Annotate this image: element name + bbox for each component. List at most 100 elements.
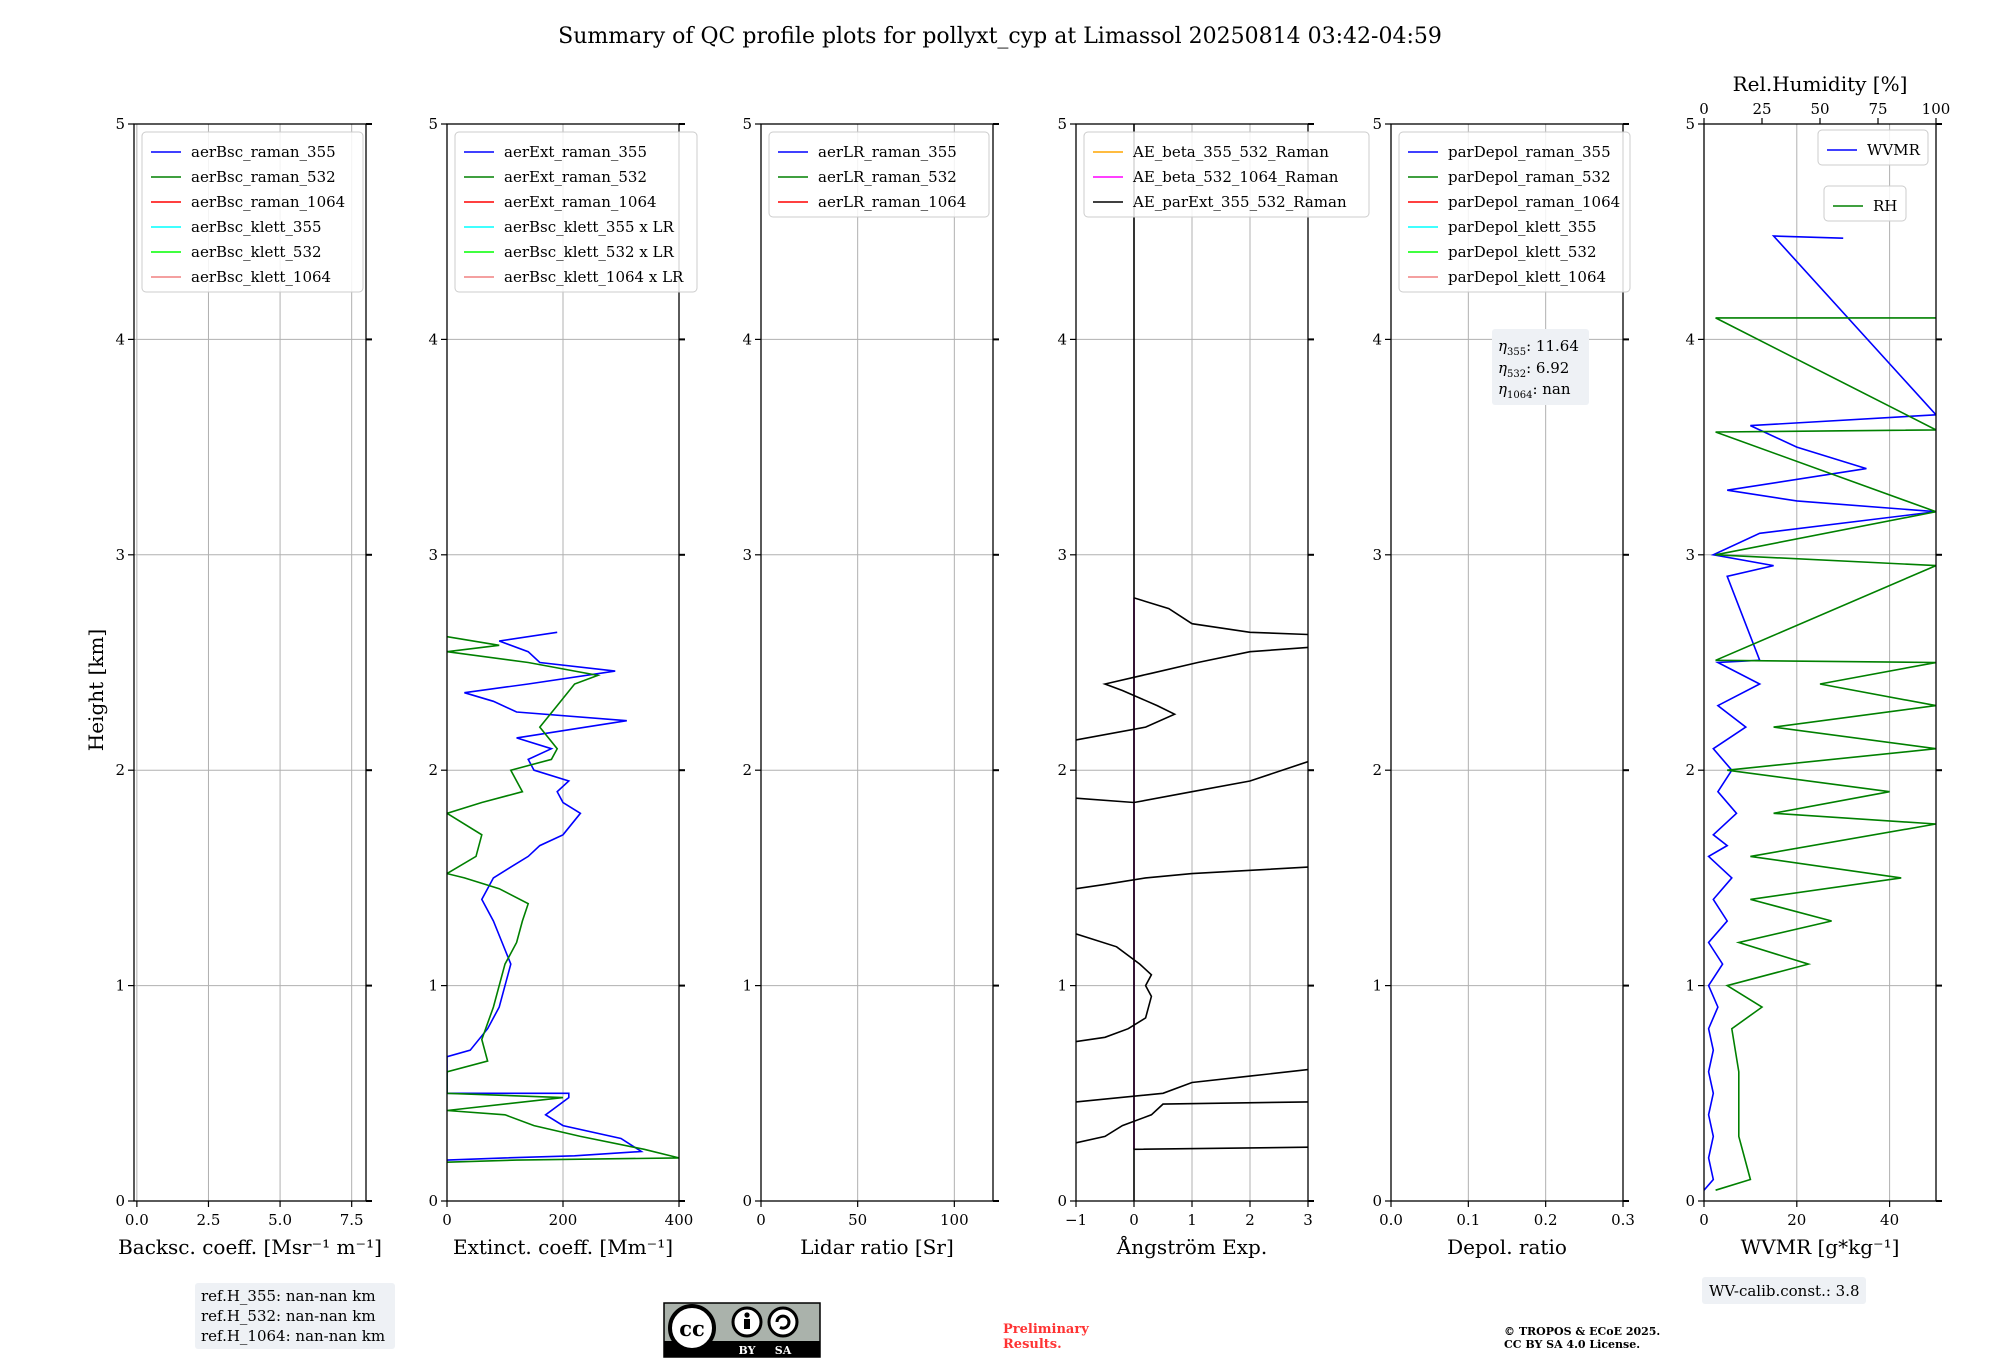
legend-label: aerBsc_klett_532 x LR (504, 243, 675, 261)
y-tick-label: 3 (1057, 546, 1067, 564)
x-tick-label: 200 (549, 1211, 578, 1229)
legend-label: AE_parExt_355_532_Raman (1132, 193, 1347, 211)
x-tick-label: 2 (1245, 1211, 1255, 1229)
x-axis-label: Depol. ratio (1447, 1235, 1567, 1259)
y-tick-label: 2 (115, 761, 125, 779)
legend-label: aerExt_raman_1064 (504, 193, 657, 211)
legend-label: aerBsc_klett_1064 x LR (504, 268, 684, 286)
ref-h-1064: ref.H_1064: nan-nan km (201, 1327, 385, 1345)
y-tick-label: 1 (1685, 977, 1695, 995)
x-tick-label: 400 (665, 1211, 694, 1229)
legend: parDepol_raman_355 parDepol_raman_532 parD… (1398, 131, 1631, 293)
x-tick-label: 1 (1187, 1211, 1197, 1229)
x-tick-label: 0.0 (125, 1211, 149, 1229)
badge-sa: SA (775, 1344, 792, 1357)
legend-box (1823, 185, 1907, 222)
x-tick-label: 50 (848, 1211, 867, 1229)
x-axis-label: Lidar ratio [Sr] (800, 1235, 954, 1259)
svg-text:cc: cc (679, 1316, 705, 1341)
legend-box (1398, 131, 1631, 293)
y-tick-label: 2 (1057, 761, 1067, 779)
legend-label: aerExt_raman_355 (504, 143, 647, 161)
y-tick-label: 4 (1372, 330, 1382, 348)
legend: aerBsc_raman_355 aerBsc_raman_532 aerBsc_r… (141, 131, 364, 293)
x-tick-label: 0.2 (1534, 1211, 1558, 1229)
y-tick-label: 0 (742, 1192, 752, 1210)
preliminary-note: Preliminary Results. (1003, 1322, 1089, 1352)
series-line (1715, 317, 1936, 1191)
wv-calib-box: WV-calib.const.: 3.8 (1702, 1277, 1866, 1304)
x-tick-label: −1 (1065, 1211, 1087, 1229)
x-tick-label: 0 (1129, 1211, 1139, 1229)
y-tick-label: 5 (742, 115, 752, 133)
eta-box: η355: 11.64 η532: 6.92 η1064: nan (1492, 329, 1589, 405)
y-tick-label: 1 (428, 977, 438, 995)
y-tick-label: 1 (115, 977, 125, 995)
legend: WVMR (1817, 129, 1929, 166)
legend-box (768, 131, 990, 218)
legend-label: aerBsc_klett_355 x LR (504, 218, 675, 236)
y-tick-label: 2 (428, 761, 438, 779)
y-tick-label: 0 (1372, 1192, 1382, 1210)
eta-1064: η1064: nan (1498, 380, 1571, 401)
y-tick-label: 2 (1685, 761, 1695, 779)
legend-box (454, 131, 698, 293)
series-line (1076, 933, 1153, 1043)
panel-5: 0.0 0.1 0.2 0.3 0 1 2 3 4 5 Depol. ratio parDepol_r… (1372, 115, 1634, 1259)
legend-label: aerBsc_raman_532 (191, 168, 336, 186)
legend-label: AE_beta_355_532_Raman (1132, 143, 1329, 161)
series-line (1133, 1146, 1308, 1201)
series-line (1133, 597, 1308, 636)
y-tick-label: 3 (428, 546, 438, 564)
series-line (447, 635, 679, 1163)
legend-label: aerExt_raman_532 (504, 168, 647, 186)
panel-1: 0.0 2.5 5.0 7.5 0 1 2 3 4 5 Backsc. coeff. [Msr⁻¹ … (115, 115, 381, 1259)
y-tick-label: 0 (1057, 1192, 1067, 1210)
legend: aerLR_raman_355 aerLR_raman_532 aerLR_rama… (768, 131, 990, 218)
y-tick-label: 5 (428, 115, 438, 133)
legend-label: aerLR_raman_532 (818, 168, 957, 186)
figure-title: Summary of QC profile plots for pollyxt_… (558, 24, 1442, 49)
x-tick-label: 0 (1699, 1211, 1709, 1229)
y-tick-label: 2 (742, 761, 752, 779)
eta-355: η355: 11.64 (1498, 337, 1579, 358)
legend-label: WVMR (1867, 141, 1921, 159)
series-line (1076, 646, 1308, 741)
legend-label: AE_beta_532_1064_Raman (1132, 168, 1339, 186)
axes-frame (133, 123, 367, 1202)
preliminary-line2: Results. (1003, 1337, 1062, 1352)
copyright-line2: CC BY SA 4.0 License. (1504, 1338, 1640, 1351)
series-line (447, 631, 644, 1161)
legend-label: aerBsc_klett_355 (191, 218, 322, 236)
ref-h-532: ref.H_532: nan-nan km (201, 1307, 376, 1325)
x-tick-label: 0.1 (1456, 1211, 1480, 1229)
series-line (1076, 1068, 1308, 1103)
panels: 0.0 2.5 5.0 7.5 0 1 2 3 4 5 Backsc. coeff. [Msr⁻¹ … (115, 72, 1950, 1259)
y-tick-label: 4 (428, 330, 438, 348)
y-tick-label: 5 (115, 115, 125, 133)
series-line (1076, 760, 1308, 804)
y-tick-label: 5 (1057, 115, 1067, 133)
axes-frame (1390, 123, 1624, 1202)
x-axis-label: WVMR [g*kg⁻¹] (1741, 1235, 1900, 1259)
cc-by-sa-badge: cc BY SA (663, 1302, 821, 1358)
y-tick-label: 4 (742, 330, 752, 348)
y-tick-label: 2 (1372, 761, 1382, 779)
panel-3: 0 50 100 0 1 2 3 4 5 Lidar ratio [Sr] aerLR_raman_… (742, 115, 999, 1259)
share-alike-icon (767, 1306, 799, 1338)
legend-label: parDepol_raman_1064 (1448, 193, 1620, 211)
legend: AE_beta_355_532_Raman AE_beta_532_1064_Ra… (1083, 131, 1370, 218)
legend-label: RH (1873, 197, 1897, 215)
top-tick-label: 50 (1810, 100, 1829, 118)
legend-label: aerBsc_klett_532 (191, 243, 322, 261)
x-tick-label: 0 (442, 1211, 452, 1229)
badge-by: BY (739, 1344, 756, 1357)
y-tick-label: 3 (742, 546, 752, 564)
y-tick-label: 4 (1057, 330, 1067, 348)
cc-logo-icon (668, 1304, 716, 1352)
legend-label: parDepol_klett_532 (1448, 243, 1597, 261)
top-tick-label: 75 (1868, 100, 1887, 118)
legend-label: aerLR_raman_1064 (818, 193, 966, 211)
